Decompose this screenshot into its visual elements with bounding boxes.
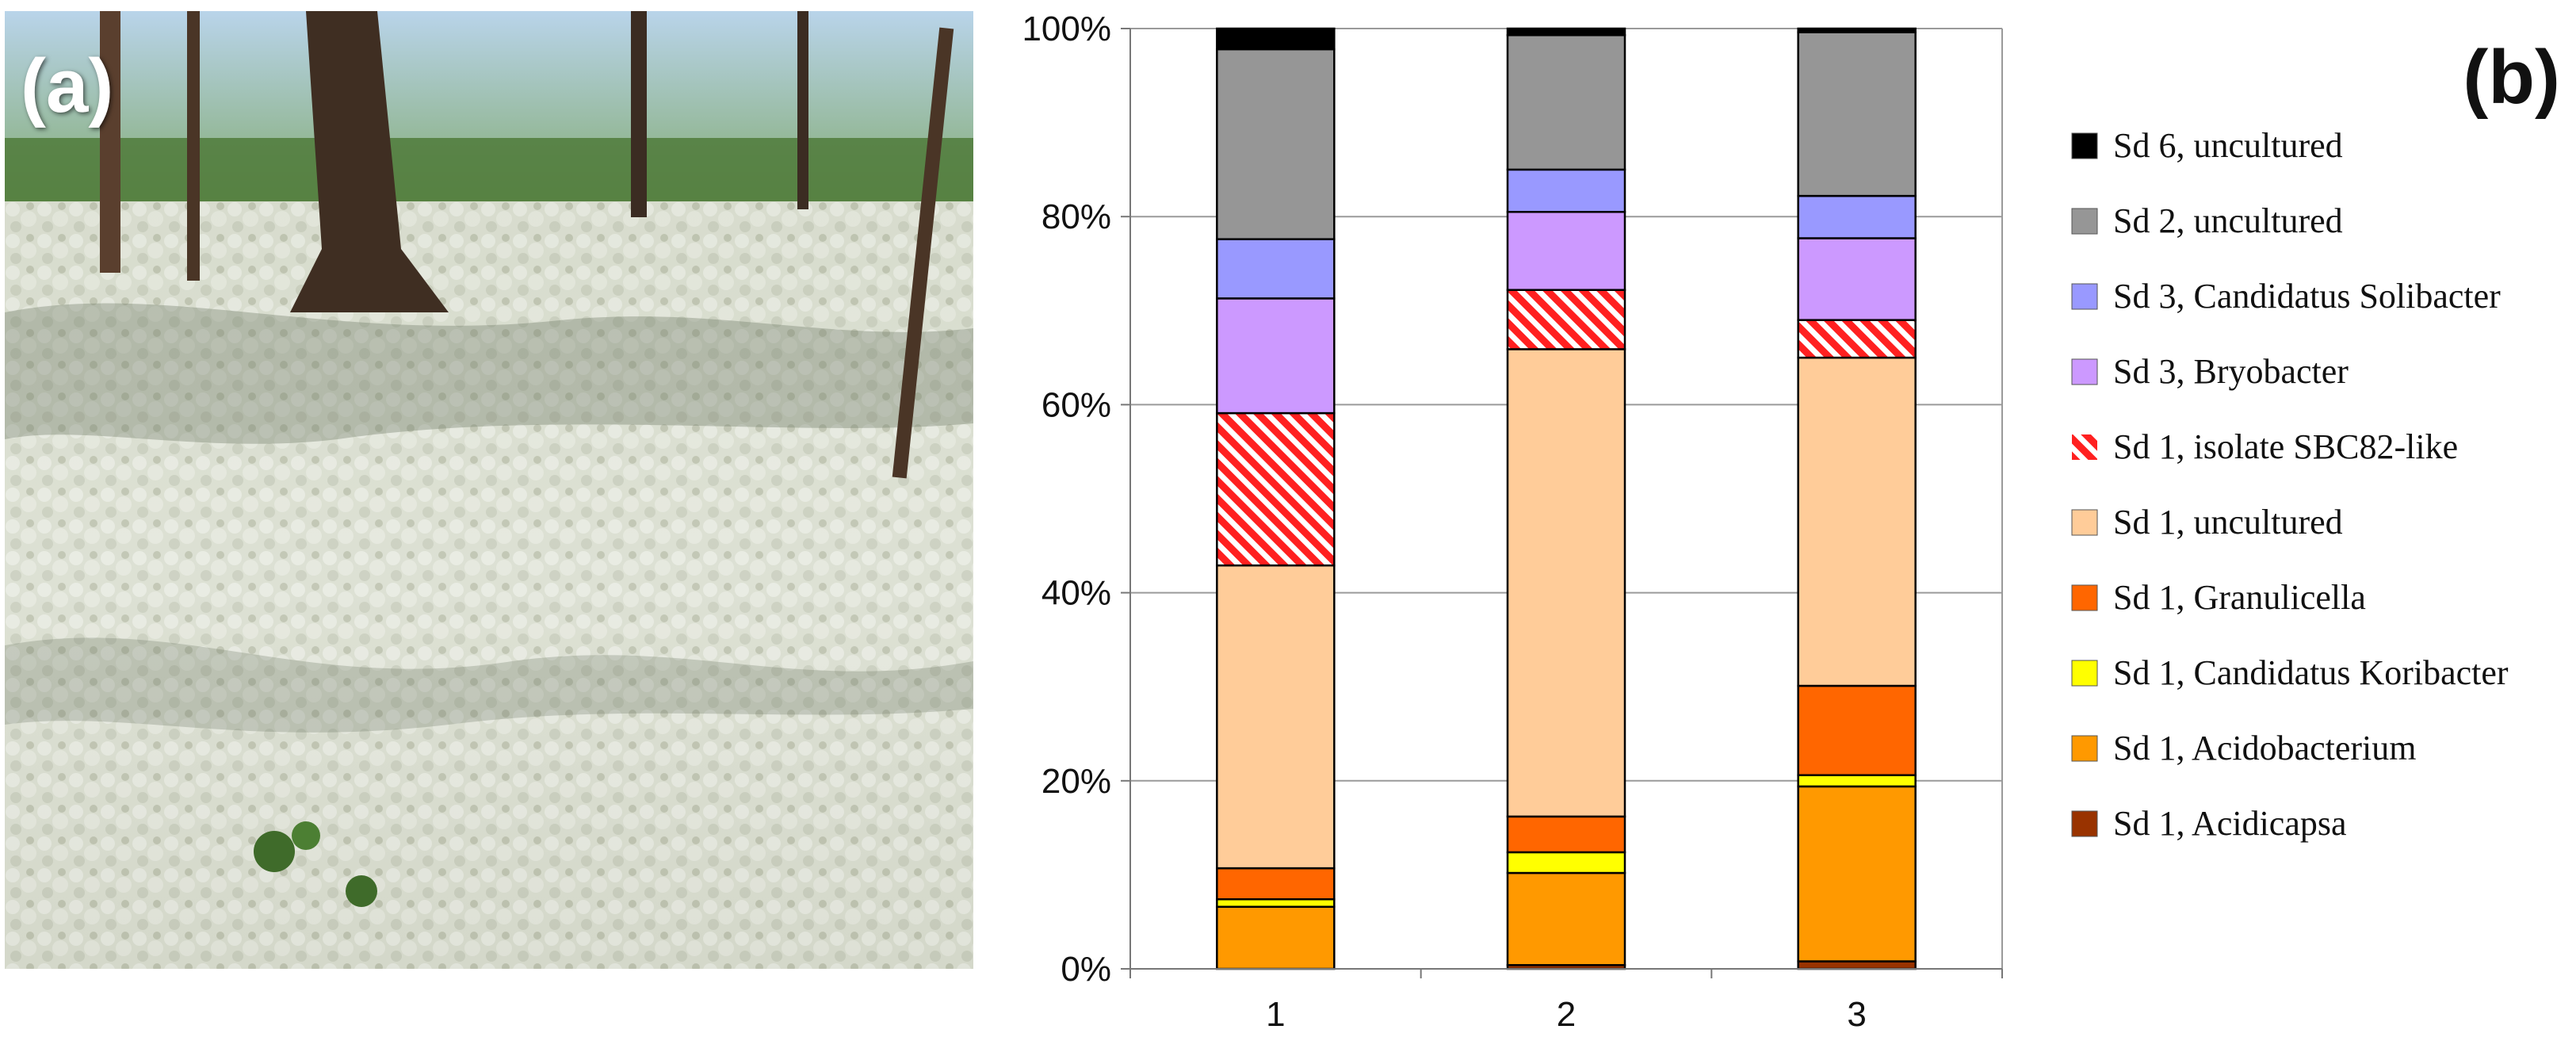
bar-segment — [1797, 194, 1917, 239]
legend-label: Sd 1, isolate SBC82-like — [2113, 427, 2458, 466]
axes: 0% 20% 40% 60% 80% 100% 1 2 3 — [1022, 10, 2003, 1034]
bar-segment — [1216, 905, 1336, 970]
bar-segment — [1797, 785, 1917, 963]
bar-segment — [1506, 815, 1626, 854]
legend-swatch — [2071, 358, 2098, 385]
x-tick-label: 1 — [1266, 995, 1285, 1034]
bar-segment — [1797, 684, 1917, 776]
legend-swatch — [2071, 283, 2098, 310]
bar-segment — [1216, 238, 1336, 300]
bar-segment — [1506, 289, 1626, 350]
bar-segment — [1506, 211, 1626, 291]
legend-label: Sd 2, uncultured — [2113, 201, 2343, 240]
bar-segment — [1506, 871, 1626, 966]
bar-segment — [1797, 31, 1917, 197]
stacked-bar-chart: 0%20%40%60%80%100%1 2 3 Sd 6, unculturedSd… — [1022, 10, 2560, 1034]
lichen-forest-photo: (a) — [5, 11, 973, 969]
bar-segment — [1216, 867, 1336, 901]
bar-segment — [1216, 297, 1336, 415]
bar-segment — [1797, 774, 1917, 788]
x-tick-label: 2 — [1557, 995, 1576, 1034]
bar-segment — [1506, 168, 1626, 213]
panel-a-label: (a) — [21, 44, 114, 128]
legend-label: Sd 1, Acidobacterium — [2113, 729, 2417, 767]
bar-segment — [1797, 319, 1917, 359]
y-tick-label: 0% — [1061, 950, 1111, 989]
y-tick-label: 100% — [1022, 10, 1111, 48]
legend-label: Sd 1, uncultured — [2113, 503, 2343, 542]
bar-segment — [1216, 897, 1336, 908]
legend: Sd 6, uncultured Sd 2, uncultured Sd 3, Ca… — [2071, 126, 2509, 843]
y-tick-label: 80% — [1041, 197, 1111, 236]
legend-label: Sd 3, Bryobacter — [2113, 352, 2349, 391]
x-tick-label: 3 — [1847, 995, 1866, 1034]
bars — [1216, 27, 1917, 970]
panel-b-label: (b) — [2463, 35, 2560, 120]
legend-label: Sd 6, uncultured — [2113, 126, 2343, 165]
legend-label: Sd 3, Candidatus Solibacter — [2113, 277, 2501, 316]
legend-swatch — [2072, 434, 2097, 460]
legend-swatch — [2071, 509, 2098, 536]
y-tick-label: 60% — [1041, 385, 1111, 424]
bar-segment — [1797, 237, 1917, 321]
legend-label: Sd 1, Granulicella — [2113, 578, 2366, 617]
bar-segment — [1506, 34, 1626, 171]
legend-label: Sd 1, Acidicapsa — [2113, 804, 2347, 843]
bar-segment — [1506, 348, 1626, 818]
bar-segment — [1506, 27, 1626, 36]
bar-segment — [1216, 411, 1336, 567]
bar-segment — [1506, 851, 1626, 875]
legend-swatch — [2071, 584, 2098, 611]
bar-segment — [1797, 960, 1917, 970]
legend-swatch — [2071, 132, 2098, 159]
bar-segment — [1216, 48, 1336, 240]
legend-swatch — [2071, 735, 2098, 762]
legend-swatch — [2071, 208, 2098, 235]
legend-swatch — [2071, 810, 2098, 837]
bar-segment — [1216, 27, 1336, 51]
y-tick-label: 20% — [1041, 762, 1111, 801]
photo-illustration — [5, 11, 973, 969]
bar-segment — [1797, 27, 1917, 33]
y-tick-label: 40% — [1041, 574, 1111, 613]
bar-segment — [1797, 356, 1917, 687]
legend-label: Sd 1, Candidatus Koribacter — [2113, 653, 2509, 692]
bar-segment — [1216, 564, 1336, 870]
legend-swatch — [2071, 660, 2098, 687]
